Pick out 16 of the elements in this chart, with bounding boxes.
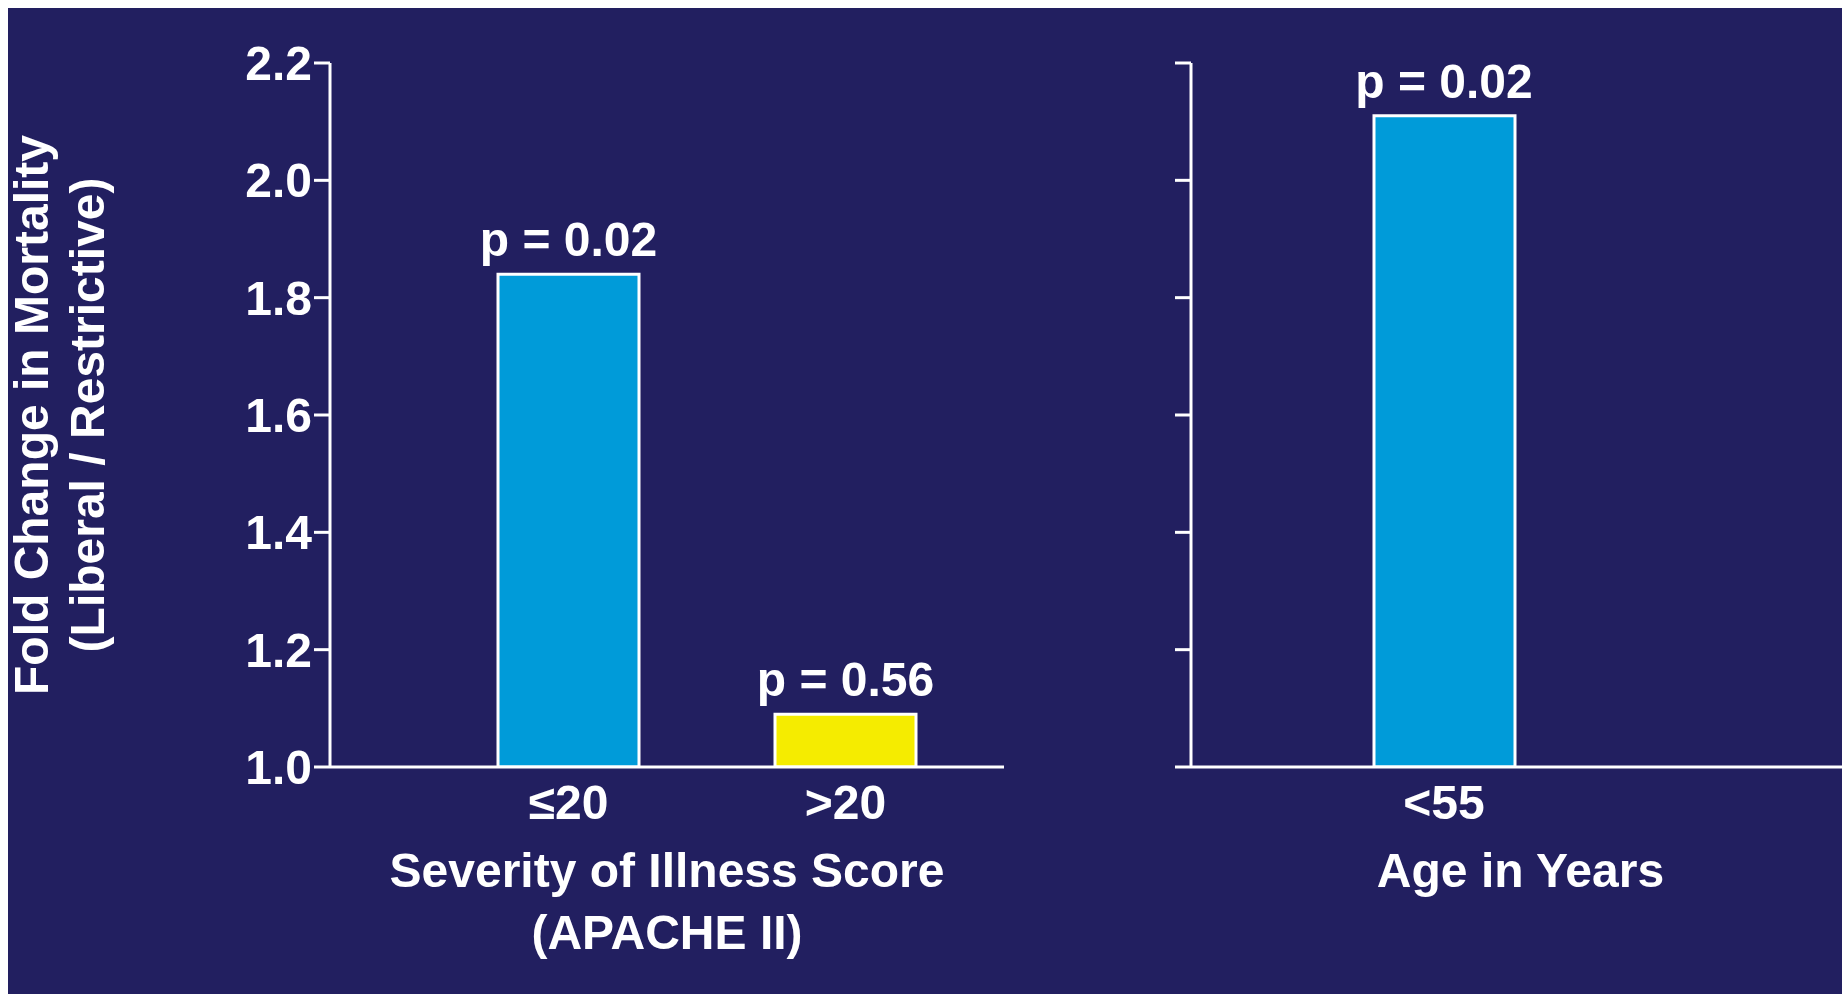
y-tick-label: 1.2 [245,623,312,677]
y-tick-label: 1.6 [245,389,312,443]
x-tick-label: ≤20 [528,776,609,830]
y-tick-label: 1.8 [245,271,312,325]
x-axis-title: Age in Years [1376,844,1665,897]
y-axis-title: Fold Change in Mortality (Liberal / Restrictive) [5,134,114,695]
x-tick-label: >20 [804,776,887,830]
y-tick-label: 2.2 [245,37,312,91]
y-tick-label: 1.0 [245,741,312,795]
annotation: p = 0.02 [479,213,658,267]
y-tick-label: 2.0 [245,154,312,208]
annotation: p = 0.02 [1355,54,1533,108]
annotation: p = 0.56 [756,653,935,707]
y-tick-label: 1.4 [245,506,313,560]
x-tick-label: <55 [1403,776,1485,830]
x-axis-title: Severity of Illness Score (APACHE II) [389,844,945,959]
